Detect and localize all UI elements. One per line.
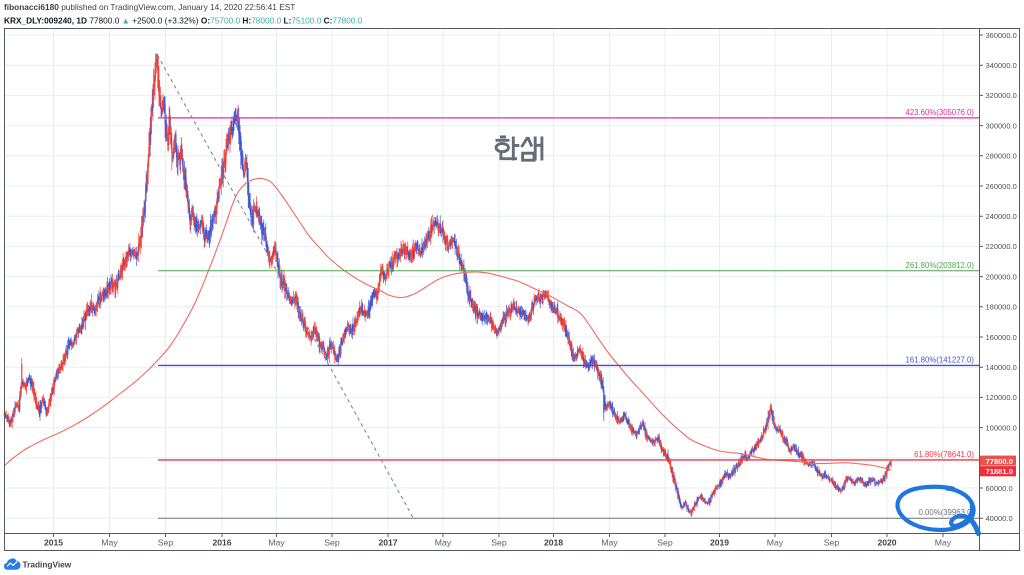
svg-text:2015: 2015: [44, 538, 63, 548]
svg-text:Sep: Sep: [158, 538, 174, 548]
svg-text:40000.0: 40000.0: [986, 514, 1013, 523]
svg-text:Sep: Sep: [491, 538, 507, 548]
svg-text:220000.0: 220000.0: [986, 242, 1017, 251]
svg-text:May: May: [767, 538, 784, 548]
svg-text:340000.0: 340000.0: [986, 61, 1017, 70]
svg-text:260000.0: 260000.0: [986, 182, 1017, 191]
svg-text:2020: 2020: [877, 538, 896, 548]
svg-text:2019: 2019: [710, 538, 729, 548]
svg-text:61.80%(78641.0): 61.80%(78641.0): [914, 450, 974, 459]
svg-text:Sep: Sep: [824, 538, 840, 548]
svg-text:Sep: Sep: [657, 538, 673, 548]
svg-text:May: May: [935, 538, 952, 548]
svg-text:180000.0: 180000.0: [986, 303, 1017, 312]
svg-text:2018: 2018: [544, 538, 563, 548]
svg-text:60000.0: 60000.0: [986, 484, 1013, 493]
svg-text:71881.0: 71881.0: [986, 467, 1013, 476]
svg-text:100000.0: 100000.0: [986, 423, 1017, 432]
svg-text:77800.0: 77800.0: [986, 457, 1013, 466]
svg-text:140000.0: 140000.0: [986, 363, 1017, 372]
svg-text:300000.0: 300000.0: [986, 121, 1017, 130]
svg-text:0.00%(39963.0): 0.00%(39963.0): [919, 508, 975, 517]
svg-text:423.60%(305076.0): 423.60%(305076.0): [906, 108, 975, 117]
svg-text:TradingView: TradingView: [23, 560, 72, 570]
svg-text:May: May: [601, 538, 618, 548]
svg-text:161.80%(141227.0): 161.80%(141227.0): [906, 355, 975, 364]
svg-text:320000.0: 320000.0: [986, 91, 1017, 100]
svg-text:240000.0: 240000.0: [986, 212, 1017, 221]
svg-text:KRX_DLY:009240, 1D 77800.0 ▲ +: KRX_DLY:009240, 1D 77800.0 ▲ +2500.0 (+3…: [4, 16, 363, 26]
svg-text:May: May: [435, 538, 452, 548]
svg-text:261.80%(203812.0): 261.80%(203812.0): [906, 261, 975, 270]
svg-text:Sep: Sep: [324, 538, 340, 548]
svg-text:May: May: [101, 538, 118, 548]
svg-text:2016: 2016: [212, 538, 231, 548]
svg-text:160000.0: 160000.0: [986, 333, 1017, 342]
svg-text:360000.0: 360000.0: [986, 31, 1017, 40]
svg-text:200000.0: 200000.0: [986, 272, 1017, 281]
svg-text:280000.0: 280000.0: [986, 152, 1017, 161]
svg-text:2017: 2017: [378, 538, 397, 548]
svg-text:May: May: [268, 538, 285, 548]
svg-text:120000.0: 120000.0: [986, 393, 1017, 402]
svg-text:fibonacci6180 published on Tra: fibonacci6180 published on TradingView.c…: [4, 2, 295, 12]
